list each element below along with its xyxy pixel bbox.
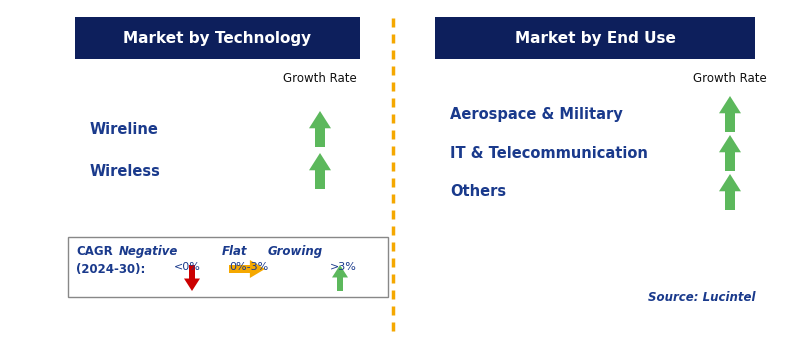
Text: Growth Rate: Growth Rate <box>283 72 357 85</box>
Polygon shape <box>725 113 735 132</box>
Polygon shape <box>725 152 735 171</box>
Polygon shape <box>250 260 265 278</box>
Polygon shape <box>336 277 343 291</box>
Text: 0%-3%: 0%-3% <box>229 262 268 272</box>
Polygon shape <box>719 174 741 191</box>
FancyBboxPatch shape <box>68 237 388 297</box>
Polygon shape <box>725 191 735 210</box>
FancyBboxPatch shape <box>75 17 360 59</box>
Polygon shape <box>184 279 200 291</box>
Polygon shape <box>189 265 196 279</box>
Text: Market by End Use: Market by End Use <box>515 30 675 45</box>
Text: Growing: Growing <box>267 245 322 258</box>
Text: Negative: Negative <box>119 245 178 258</box>
Polygon shape <box>332 265 348 277</box>
Text: <0%: <0% <box>174 262 201 272</box>
Polygon shape <box>719 135 741 152</box>
Text: Others: Others <box>450 185 506 200</box>
Text: Growth Rate: Growth Rate <box>693 72 767 85</box>
Polygon shape <box>309 153 331 170</box>
Text: Wireline: Wireline <box>90 121 159 136</box>
Text: Market by Technology: Market by Technology <box>123 30 311 45</box>
Polygon shape <box>719 96 741 113</box>
Text: Flat: Flat <box>222 245 248 258</box>
Text: >3%: >3% <box>330 262 357 272</box>
Polygon shape <box>315 170 325 189</box>
Text: Wireless: Wireless <box>90 163 161 178</box>
Text: CAGR: CAGR <box>76 245 112 258</box>
Polygon shape <box>229 265 250 273</box>
Text: (2024-30):: (2024-30): <box>76 263 145 276</box>
Text: Source: Lucintel: Source: Lucintel <box>648 291 756 304</box>
Polygon shape <box>309 111 331 128</box>
Polygon shape <box>315 128 325 147</box>
Text: IT & Telecommunication: IT & Telecommunication <box>450 146 648 161</box>
FancyBboxPatch shape <box>435 17 755 59</box>
Text: Aerospace & Military: Aerospace & Military <box>450 106 623 121</box>
